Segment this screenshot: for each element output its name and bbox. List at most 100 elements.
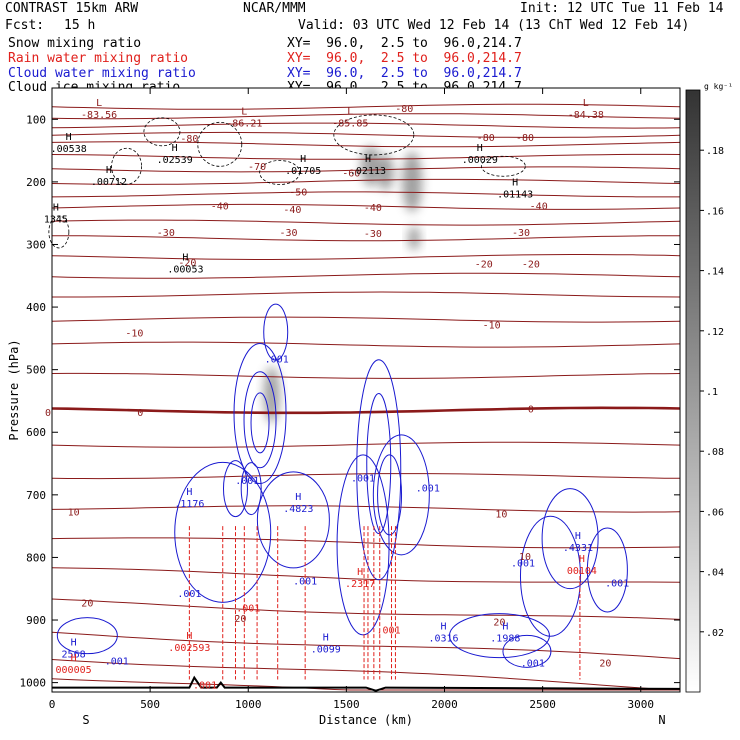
init-time: Init: 12 UTC Tue 11 Feb 14 [520, 1, 724, 16]
extremum-value: -84.38 [568, 110, 604, 121]
colorbar [685, 89, 701, 693]
x-axis-title: Distance (km) [319, 713, 413, 727]
isotherm-label: -30 [157, 228, 175, 239]
y-tick-label: 400 [26, 301, 46, 314]
cloud-ice-contour [48, 215, 70, 249]
extremum-marker: L [96, 98, 102, 109]
extremum-value: -85.85 [332, 119, 368, 130]
extremum-value: -86.21 [226, 119, 262, 130]
contour-value-label: .001 [416, 483, 440, 494]
x-tick-label: 1500 [333, 698, 360, 711]
extremum-marker: H [186, 631, 192, 642]
x-tick-label: 2000 [431, 698, 458, 711]
forecast-hour: 15 h [64, 18, 96, 33]
cloud-ice-contour [111, 147, 142, 185]
cloud-ice-contour [259, 160, 301, 185]
extremum-marker: H [357, 567, 363, 578]
cloud-ice-contour [333, 114, 415, 156]
extremum-marker: H [323, 632, 329, 643]
isotherm-label: 20 [493, 617, 505, 628]
extremum-marker: H [186, 487, 192, 498]
isotherm-label: 20 [234, 614, 246, 625]
extremum-marker: H [71, 653, 77, 664]
y-tick-label: 700 [26, 489, 46, 502]
y-tick-label: 500 [26, 364, 46, 377]
field-snow-xy: XY= 96.0, 2.5 to 96.0,214.7 [287, 36, 522, 51]
colorbar-tick-label: .06 [706, 507, 724, 518]
isotherm-line [51, 219, 681, 226]
x-tick-label: 0 [49, 698, 56, 711]
extremum-value: .02113 [350, 166, 386, 177]
isotherm-label: -30 [512, 228, 530, 239]
extremum-value: -83.56 [81, 110, 117, 121]
cloud-ice-contour [143, 117, 181, 147]
snow-shading [360, 146, 381, 187]
extremum-marker: H [441, 622, 447, 633]
isotherm-label: 0 [528, 404, 534, 415]
y-tick-label: 600 [26, 426, 46, 439]
colorbar-tick-label: .14 [706, 267, 724, 278]
x-tick-label: 500 [140, 698, 160, 711]
cloud-water-contour [502, 634, 552, 668]
extremum-value: .01143 [497, 189, 533, 200]
isotherm-label: -10 [483, 321, 501, 332]
isotherm-label: -10 [125, 329, 143, 340]
field-snow-name: Snow mixing ratio [8, 36, 142, 51]
isotherm-line [51, 505, 681, 513]
isotherm-line [51, 178, 681, 185]
isotherm-label: -80 [395, 104, 413, 115]
isotherm-line [51, 537, 681, 549]
extremum-marker: H [172, 143, 178, 154]
cloud-water-contour [263, 303, 289, 361]
x-tick-label: 3000 [628, 698, 655, 711]
extremum-value: 00104 [567, 566, 597, 577]
isotherm-line [51, 659, 681, 691]
isotherm-line [51, 316, 681, 323]
cloud-water-contour [256, 471, 330, 569]
isotherm-label: -20 [522, 259, 540, 270]
center-label: NCAR/MMM [243, 1, 306, 16]
isotherm-line [51, 191, 680, 198]
contour-value-label: .001 [521, 659, 545, 670]
x-end-label-left: S [82, 713, 89, 727]
colorbar-tick-label: .1 [706, 387, 718, 398]
isotherm-label: 0 [137, 408, 143, 419]
isotherm-line [51, 153, 681, 160]
cloud-ice-contour [480, 155, 526, 177]
valid-time: Valid: 03 UTC Wed 12 Feb 14 (13 ChT Wed … [298, 18, 690, 33]
extremum-value: .2317 [345, 579, 375, 590]
colorbar-tick-label: .18 [706, 146, 724, 157]
snow-shading [377, 154, 394, 191]
isotherm-line [51, 272, 681, 279]
extremum-value: .0099 [311, 644, 341, 655]
isotherm-line [52, 291, 681, 298]
freezing-level-isotherm [51, 406, 681, 415]
colorbar-tick-label: .12 [706, 327, 724, 338]
isotherm-label: -80 [477, 133, 495, 144]
isotherm-label: -60 [342, 168, 360, 179]
extremum-value: 2568 [62, 649, 86, 660]
extremum-value: .01705 [285, 166, 321, 177]
extremum-marker: H [66, 132, 72, 143]
extremum-marker: L [583, 98, 589, 109]
isotherm-line [51, 631, 681, 660]
terrain-line [51, 675, 681, 692]
isotherm-label: -70 [248, 162, 266, 173]
contour-value-label: .001 [377, 625, 401, 636]
isotherm-line [51, 131, 681, 138]
field-rain-xy: XY= 96.0, 2.5 to 96.0,214.7 [287, 51, 522, 66]
x-end-label-right: N [658, 713, 665, 727]
isotherm-label: -30 [364, 229, 382, 240]
isotherm-line [51, 678, 680, 691]
forecast-label: Fcst: [5, 18, 45, 33]
extremum-marker: H [182, 252, 188, 263]
colorbar-tick-label: .04 [706, 568, 724, 579]
isotherm-line [51, 598, 681, 620]
extremum-value: .002593 [168, 643, 210, 654]
extremum-marker: H [579, 554, 585, 565]
extremum-value: .1988 [490, 634, 520, 645]
isotherm-line [51, 473, 681, 480]
cloud-water-contour [366, 393, 392, 535]
isotherm-label: 10 [519, 552, 531, 563]
